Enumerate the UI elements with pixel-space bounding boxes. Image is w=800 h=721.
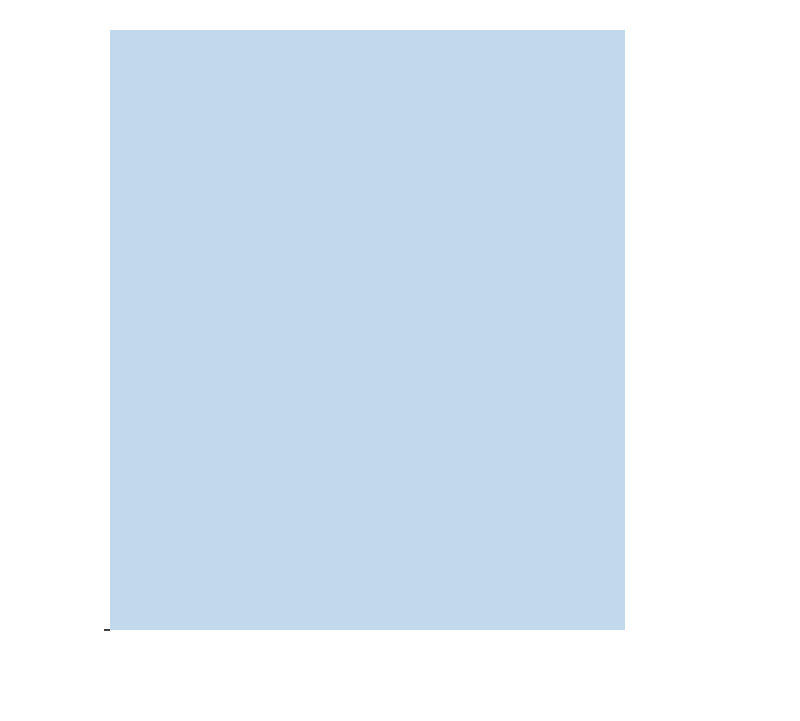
chart-container	[0, 0, 800, 721]
chart-svg	[0, 0, 800, 721]
plot-background	[110, 30, 625, 630]
